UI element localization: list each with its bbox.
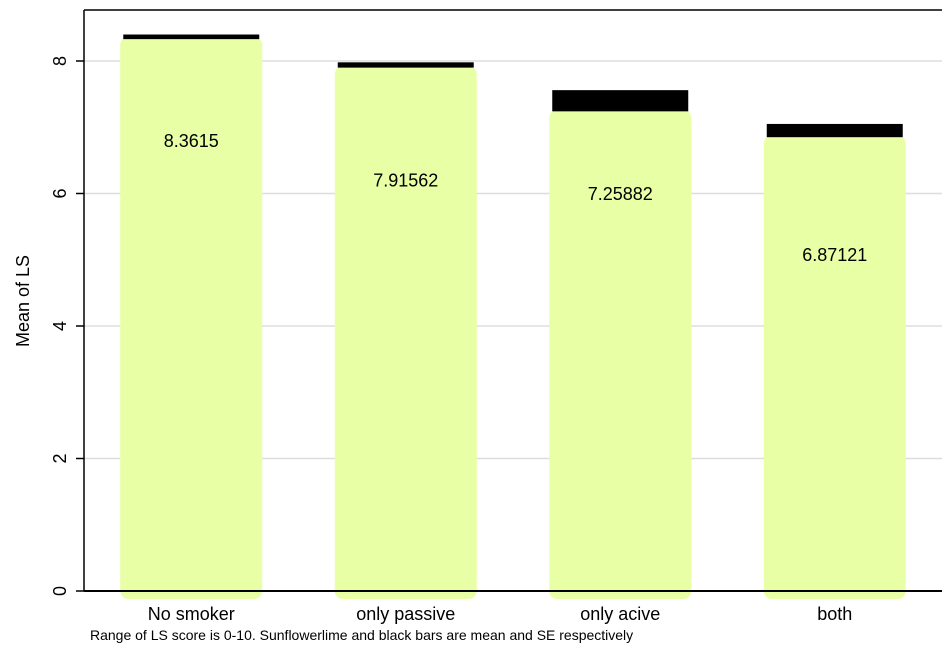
bar-2 [549,110,692,599]
se-bar-3 [766,123,903,138]
bar-1 [334,66,477,600]
y-tick-label-1: 2 [50,453,70,463]
category-label-0: No smoker [148,604,235,624]
se-bar-group [123,34,903,138]
bar-group [120,37,906,600]
se-bar-0 [123,34,260,40]
y-axis-title: Mean of LS [13,255,33,347]
se-bar-1 [337,62,474,68]
se-bar-2 [552,90,689,112]
bar-0 [120,37,263,600]
data-label-1: 7.91562 [373,171,438,191]
category-label-3: both [817,604,852,624]
data-label-0: 8.3615 [164,131,219,151]
y-tick-label-2: 4 [50,321,70,331]
category-label-group: No smoker only passive only acive both [148,604,853,624]
category-label-1: only passive [356,604,455,624]
data-label-2: 7.25882 [588,184,653,204]
y-tick-label-0: 0 [50,586,70,596]
data-label-group: 8.3615 7.91562 7.25882 6.87121 [164,131,868,265]
bar-3 [763,135,906,599]
axes [83,9,942,592]
category-label-2: only acive [580,604,660,624]
y-tick-group: 0 2 4 6 8 [50,56,84,596]
data-label-3: 6.87121 [802,245,867,265]
chart-note: Range of LS score is 0-10. Sunflowerlime… [90,627,633,643]
y-tick-label-3: 6 [50,188,70,198]
y-tick-label-4: 8 [50,56,70,66]
